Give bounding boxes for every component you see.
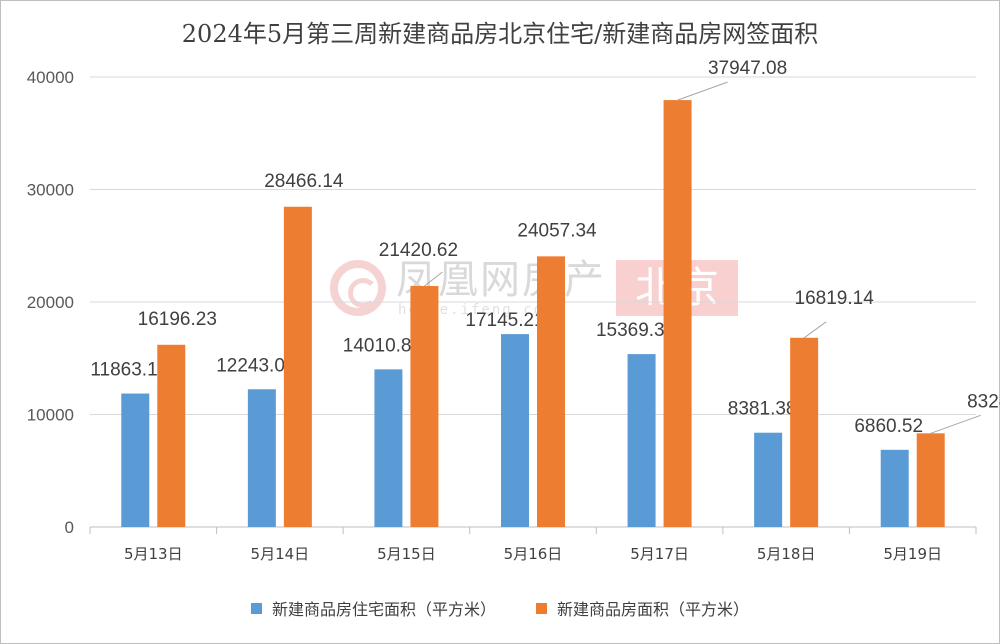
- bar-total: [916, 433, 945, 527]
- x-tick-label: 5月16日: [504, 545, 563, 563]
- x-tick-label: 5月18日: [757, 545, 816, 563]
- bar-total: [157, 344, 186, 527]
- data-label: 11863.18: [90, 360, 168, 381]
- leader-line: [930, 414, 981, 434]
- ifeng-logo-icon: [330, 260, 386, 316]
- bar-residential: [627, 354, 656, 527]
- x-tick-label: 5月14日: [251, 545, 310, 563]
- y-tick-label: 20000: [27, 293, 74, 312]
- data-label: 17145.21: [465, 310, 544, 331]
- bar-total: [410, 286, 439, 527]
- data-label: 8328.11: [967, 391, 1000, 412]
- legend: 新建商品房住宅面积（平方米） 新建商品房面积（平方米）: [0, 596, 1000, 620]
- data-label: 8381.38: [728, 399, 797, 420]
- bar-total: [283, 206, 312, 527]
- leader-line: [677, 81, 728, 101]
- bar-residential: [501, 334, 529, 527]
- legend-item-residential: 新建商品房住宅面积（平方米）: [250, 596, 496, 620]
- chart-title: 2024年5月第三周新建商品房北京住宅/新建商品房网签面积: [181, 20, 819, 48]
- y-tick-label: 30000: [27, 181, 74, 200]
- bar-residential: [754, 432, 783, 527]
- leader-line: [803, 321, 827, 339]
- y-tick-label: 10000: [27, 406, 74, 425]
- bar-residential: [121, 393, 150, 527]
- x-tick-label: 5月15日: [377, 545, 436, 563]
- legend-label-total: 新建商品房面积（平方米）: [557, 600, 750, 619]
- data-label: 16819.14: [795, 288, 875, 309]
- x-tick-label: 5月19日: [883, 545, 942, 563]
- legend-label-residential: 新建商品房住宅面积（平方米）: [271, 600, 496, 619]
- data-label: 14010.86: [343, 335, 422, 356]
- x-tick-label: 5月17日: [630, 545, 689, 563]
- y-tick-label: 0: [65, 518, 74, 537]
- data-label: 16196.23: [138, 309, 217, 330]
- bar-total: [663, 100, 692, 528]
- bar-residential: [374, 369, 403, 527]
- data-label: 24057.34: [517, 220, 597, 241]
- data-label: 12243.04: [216, 355, 296, 376]
- data-label: 6860.52: [854, 416, 923, 437]
- y-tick-label: 40000: [27, 68, 74, 87]
- bar-residential: [880, 449, 909, 527]
- bar-total: [790, 337, 819, 527]
- x-tick-label: 5月13日: [124, 545, 183, 563]
- bar-total: [537, 256, 565, 527]
- legend-item-total: 新建商品房面积（平方米）: [536, 596, 749, 620]
- bar-chart: 0 10000 20000 30000 40000 5月13日 5月14日 5月15日 5月16…: [27, 58, 1000, 563]
- data-label: 15369.38: [596, 320, 675, 341]
- bar-residential: [247, 389, 276, 527]
- data-label: 28466.14: [264, 171, 344, 192]
- legend-swatch-total: [536, 602, 547, 614]
- legend-swatch-residential: [250, 602, 262, 614]
- data-label: 21420.62: [379, 240, 458, 261]
- leader-line: [424, 271, 443, 287]
- data-label: 37947.08: [708, 58, 787, 79]
